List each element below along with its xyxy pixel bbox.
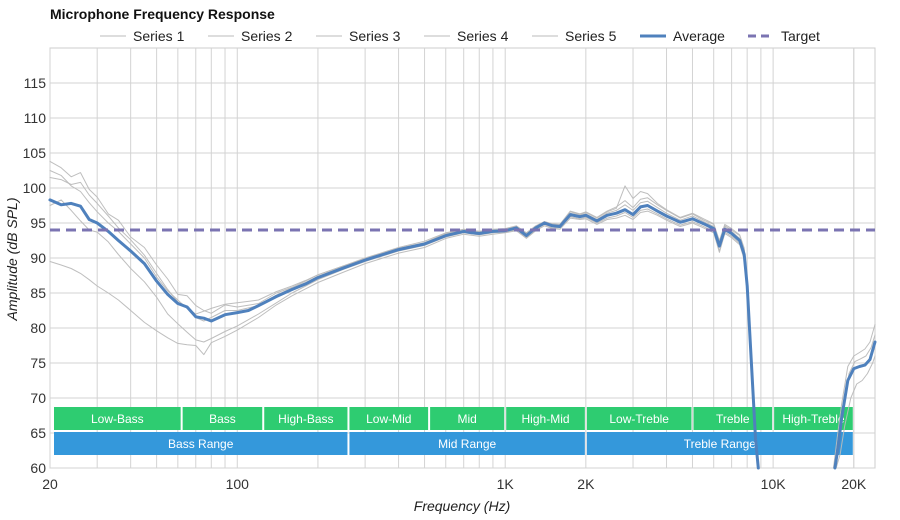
x-tick-label: 2K [577, 476, 595, 492]
band-rect [349, 432, 585, 455]
legend-item-average: Average [640, 28, 725, 44]
y-tick-label: 105 [23, 145, 47, 161]
band-rect [774, 407, 853, 430]
band-rect [586, 407, 692, 430]
legend-label: Series 5 [565, 28, 617, 44]
band-high-treble: High-Treble [774, 407, 853, 430]
band-rect [506, 407, 585, 430]
band-label: Bass [209, 412, 236, 426]
band-label: High-Bass [278, 412, 333, 426]
y-tick-label: 115 [24, 75, 47, 91]
band-treble-range: Treble Range [586, 432, 853, 455]
y-tick-label: 90 [30, 250, 46, 266]
y-tick-label: 60 [30, 460, 46, 476]
band-bass: Bass [182, 407, 263, 430]
x-tick-label: 20K [841, 476, 867, 492]
legend-label: Series 4 [457, 28, 509, 44]
band-rect [693, 407, 773, 430]
y-tick-label: 75 [30, 355, 46, 371]
band-rect [349, 407, 429, 430]
legend-item-series-5: Series 5 [532, 28, 617, 44]
series-series-high-b [835, 355, 876, 469]
band-rect [182, 407, 263, 430]
legend-label: Target [781, 28, 820, 44]
band-bass-range: Bass Range [54, 432, 348, 455]
series-average-high [833, 340, 877, 470]
y-tick-label: 65 [30, 425, 46, 441]
x-tick-label: 1K [497, 476, 515, 492]
grid [49, 47, 876, 469]
band-label: Low-Treble [609, 412, 669, 426]
x-tick-label: 100 [226, 476, 250, 492]
legend-label: Average [673, 28, 725, 44]
band-treble: Treble [693, 407, 773, 430]
legend-item-series-3: Series 3 [316, 28, 401, 44]
x-tick-label: 10K [761, 476, 787, 492]
y-tick-label: 110 [24, 110, 47, 126]
series-series-4 [49, 210, 759, 469]
axes: 60 65 70 75 80 85 90 95 100 105 110 115 20 100 1K 2K 10K… [23, 75, 867, 492]
band-label: Mid Range [438, 437, 496, 451]
band-label: Low-Mid [366, 412, 411, 426]
frequency-bands: Low-Bass Bass High-Bass Low-Mid Mid High-Mid L… [54, 407, 853, 455]
chart-title: Microphone Frequency Response [50, 6, 275, 22]
x-axis-title: Frequency (Hz) [414, 498, 510, 514]
legend-item-series-1: Series 1 [100, 28, 185, 44]
band-low-treble: Low-Treble [586, 407, 692, 430]
band-rect [264, 407, 348, 430]
legend-item-target: Target [748, 28, 820, 44]
series-lines [48, 160, 877, 470]
band-rect [586, 432, 853, 455]
band-rect [54, 432, 348, 455]
band-high-mid: High-Mid [506, 407, 585, 430]
legend-item-series-2: Series 2 [208, 28, 293, 44]
band-mid-range: Mid Range [349, 432, 585, 455]
band-high-bass: High-Bass [264, 407, 348, 430]
legend-label: Series 1 [133, 28, 185, 44]
legend-label: Series 3 [349, 28, 401, 44]
y-axis-title: Amplitude (dB SPL) [4, 198, 20, 322]
band-rect [54, 407, 181, 430]
series-series-high-a [833, 324, 876, 469]
series-average [48, 198, 760, 470]
x-tick-label: 20 [42, 476, 58, 492]
legend: Series 1 Series 2 Series 3 Series 4 Series 5… [100, 28, 820, 44]
series-series-1 [49, 160, 759, 469]
band-label: High-Treble [782, 412, 845, 426]
band-label: Treble Range [684, 437, 757, 451]
y-tick-label: 95 [30, 215, 46, 231]
y-tick-label: 70 [30, 390, 46, 406]
y-tick-label: 80 [30, 320, 46, 336]
band-label: Treble [716, 412, 750, 426]
band-low-mid: Low-Mid [349, 407, 429, 430]
legend-item-series-4: Series 4 [424, 28, 509, 44]
band-rect [430, 407, 505, 430]
legend-label: Series 2 [241, 28, 293, 44]
band-label: High-Mid [522, 412, 570, 426]
band-label: Bass Range [168, 437, 234, 451]
y-tick-label: 85 [30, 285, 46, 301]
band-low-bass: Low-Bass [54, 407, 181, 430]
band-mid: Mid [430, 407, 505, 430]
y-tick-label: 100 [23, 180, 47, 196]
band-label: Mid [457, 412, 476, 426]
band-label: Low-Bass [91, 412, 144, 426]
